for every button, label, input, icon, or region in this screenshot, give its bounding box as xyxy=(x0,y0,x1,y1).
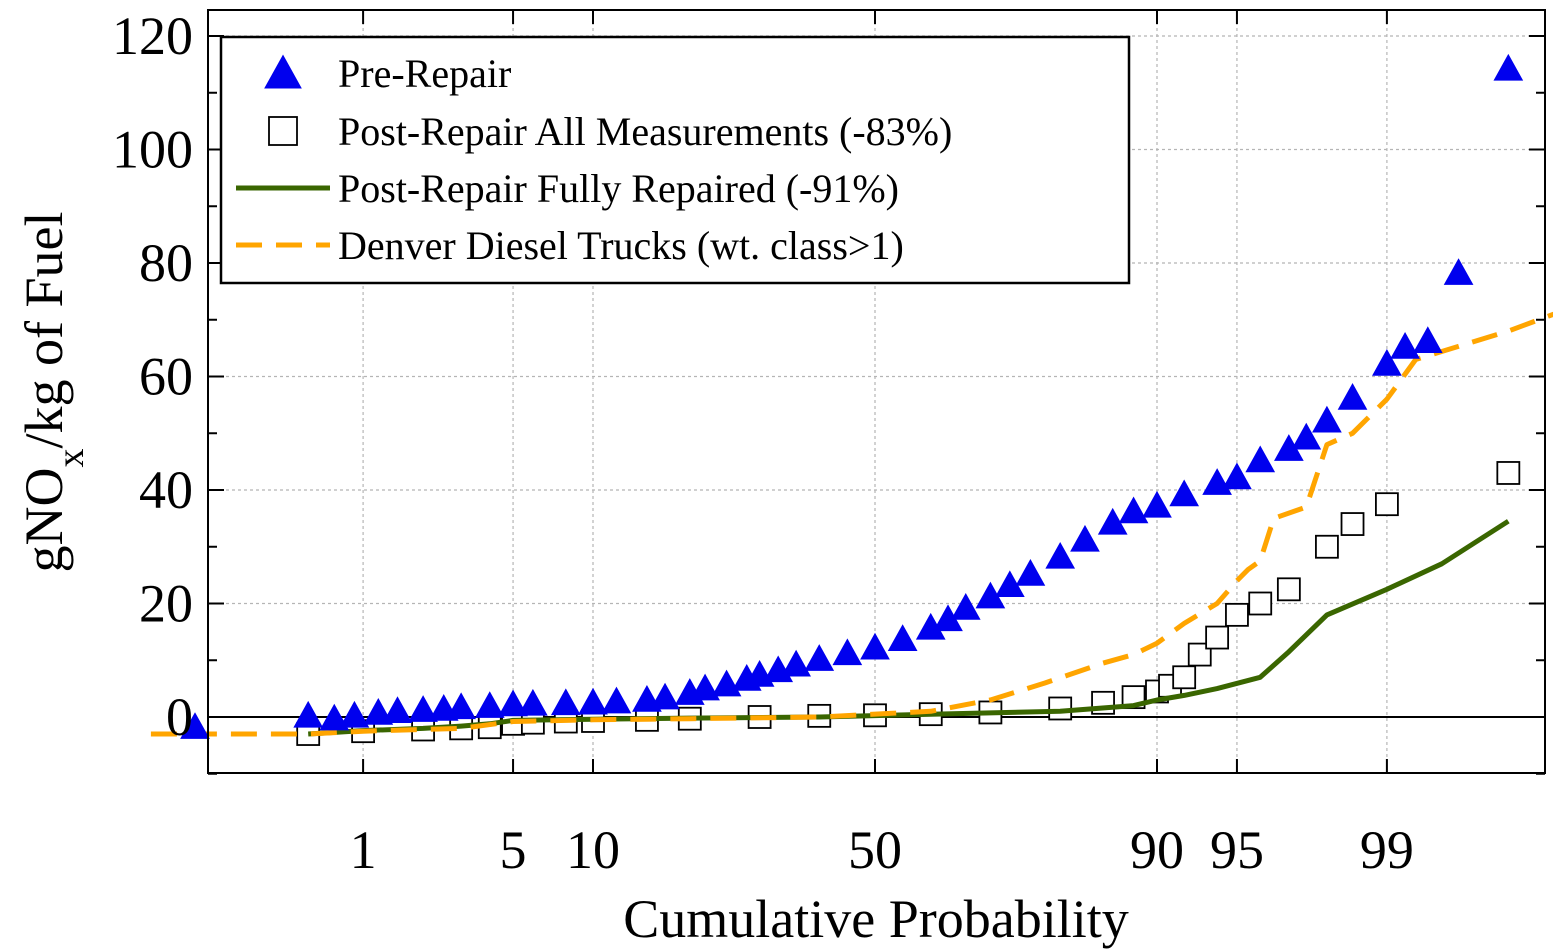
data-point-triangle xyxy=(650,682,680,710)
legend-label: Post-Repair Fully Repaired (-91%) xyxy=(338,166,899,211)
data-point-triangle xyxy=(690,673,720,701)
x-axis-title: Cumulative Probability xyxy=(623,889,1128,949)
data-point-triangle xyxy=(1390,331,1420,359)
y-axis-title-suffix: /kg of Fuel xyxy=(14,212,74,449)
data-point-triangle xyxy=(887,624,918,651)
x-tick-label: 1 xyxy=(350,820,377,880)
legend-label: Pre-Repair xyxy=(338,51,511,96)
x-tick-label: 5 xyxy=(500,820,527,880)
data-point-triangle xyxy=(1245,445,1276,473)
data-point-square xyxy=(1225,602,1249,627)
data-point-triangle xyxy=(1443,258,1474,285)
legend-item: Denver Diesel Trucks (wt. class>1) xyxy=(236,223,904,268)
y-tick-label: 0 xyxy=(166,687,193,747)
legend: Pre-Repair Post-Repair All Measurements (… xyxy=(219,35,1131,285)
data-point-triangle xyxy=(363,698,394,725)
x-axis: 1 5 10 50 90 95 99 xyxy=(350,10,1414,880)
legend-label: Post-Repair All Measurements (-83%) xyxy=(338,109,952,154)
legend-symbol-triangle xyxy=(264,54,302,89)
data-point-triangle xyxy=(1337,383,1368,410)
plot-frame xyxy=(207,9,1546,774)
data-point-triangle xyxy=(474,691,505,718)
x-tick-label: 95 xyxy=(1210,820,1264,880)
y-tick-label: 20 xyxy=(139,574,193,634)
data-point-triangle xyxy=(1291,422,1322,450)
data-point-triangle xyxy=(498,689,528,717)
data-point-triangle xyxy=(1142,490,1172,518)
data-point-triangle xyxy=(804,644,835,671)
data-point-triangle xyxy=(180,712,210,739)
data-point-triangle xyxy=(1169,479,1200,507)
data-point-triangle xyxy=(1070,524,1100,552)
data-point-square xyxy=(1172,665,1197,690)
data-point-square xyxy=(1315,534,1339,559)
data-point-square xyxy=(1205,625,1230,650)
y-axis-title-subscript: x xyxy=(50,449,92,468)
data-point-triangle xyxy=(518,688,548,716)
y-axis-title-prefix: gNO xyxy=(14,468,74,573)
data-point-triangle xyxy=(446,692,476,720)
data-point-square xyxy=(1375,492,1399,517)
data-point-triangle xyxy=(1493,53,1524,81)
data-point-triangle xyxy=(781,649,811,677)
data-point-triangle xyxy=(832,638,863,666)
x-tick-label: 90 xyxy=(1130,820,1184,880)
data-point-square xyxy=(1496,461,1521,485)
data-point-triangle xyxy=(550,688,581,716)
series-layer xyxy=(150,53,1553,746)
y-tick-label: 60 xyxy=(139,347,193,407)
y-axis-title: gNOx/kg of Fuel xyxy=(14,212,92,573)
x-tick-label: 99 xyxy=(1360,820,1414,880)
data-point-triangle xyxy=(319,703,350,731)
data-point-triangle xyxy=(1045,541,1076,569)
y-tick-label: 120 xyxy=(112,6,193,66)
data-point-triangle xyxy=(950,593,981,620)
data-point-triangle xyxy=(1312,405,1342,433)
legend-box xyxy=(219,35,1131,285)
data-point-triangle xyxy=(382,696,413,724)
legend-item: Post-Repair Fully Repaired (-91%) xyxy=(236,166,899,211)
data-point-triangle xyxy=(408,695,438,722)
x-tick-label: 10 xyxy=(566,820,620,880)
data-point-triangle xyxy=(1222,462,1252,490)
data-point-triangle xyxy=(293,700,324,728)
data-point-triangle xyxy=(1412,326,1443,354)
data-point-square xyxy=(1276,577,1301,602)
x-tick-label: 50 xyxy=(848,820,902,880)
y-tick-label: 100 xyxy=(112,120,193,180)
series-denver-diesel-trucks-wt-class-1 xyxy=(150,311,1553,737)
data-point-triangle xyxy=(1118,496,1149,524)
series-pre-repair xyxy=(180,53,1524,739)
legend-label: Denver Diesel Trucks (wt. class>1) xyxy=(338,223,904,268)
legend-symbol-square xyxy=(268,116,298,146)
data-point-square xyxy=(1340,512,1365,536)
y-tick-label: 40 xyxy=(139,460,193,520)
data-point-triangle xyxy=(339,700,370,728)
data-point-triangle xyxy=(578,687,608,715)
legend-item: Pre-Repair xyxy=(264,51,511,96)
data-point-triangle xyxy=(1372,349,1402,376)
y-axis: 0 20 40 60 80 100 120 xyxy=(112,6,1545,775)
data-point-triangle xyxy=(1015,558,1046,586)
data-point-square xyxy=(1248,591,1273,616)
data-point-triangle xyxy=(860,632,890,660)
y-tick-label: 80 xyxy=(139,233,193,293)
series-dashed-line xyxy=(150,311,1553,737)
legend-item: Post-Repair All Measurements (-83%) xyxy=(268,109,952,154)
data-point-triangle xyxy=(601,686,632,714)
